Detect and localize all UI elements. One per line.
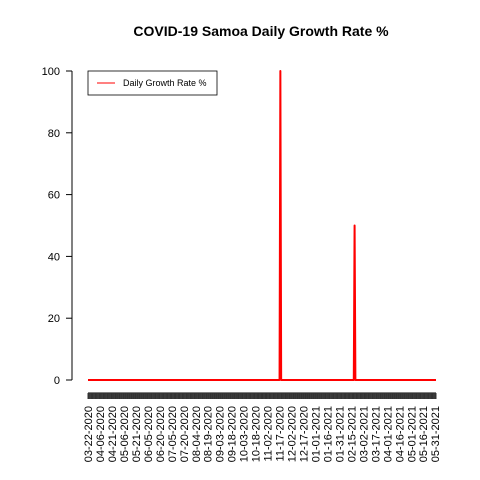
- legend-entry-label: Daily Growth Rate %: [123, 78, 207, 88]
- x-tick-label: 07-05-2020: [167, 406, 179, 462]
- x-tick-label: 05-31-2021: [430, 406, 442, 462]
- legend: Daily Growth Rate %: [87, 70, 218, 96]
- series-layer: [88, 70, 436, 381]
- x-tick-label: 04-21-2020: [107, 406, 119, 462]
- y-tick-label: 0: [54, 375, 60, 387]
- x-tick-label: 05-16-2021: [418, 406, 430, 462]
- x-tick-label: 08-04-2020: [191, 406, 203, 462]
- x-tick-label: 05-06-2020: [119, 406, 131, 462]
- x-tick-label: 04-16-2021: [394, 406, 406, 462]
- x-tick-label: 11-17-2020: [275, 406, 287, 461]
- y-tick-label: 60: [48, 190, 60, 202]
- x-tick-label: 07-20-2020: [179, 406, 191, 462]
- x-tick-label: 06-05-2020: [143, 406, 155, 462]
- x-tick-label: 09-03-2020: [215, 406, 227, 462]
- y-tick-label: 100: [42, 66, 60, 78]
- x-tick-label: 01-16-2021: [322, 406, 334, 462]
- x-tick-label: 10-03-2020: [239, 406, 251, 462]
- x-tick-label: 08-19-2020: [203, 406, 215, 462]
- x-tick-label: 04-01-2021: [382, 406, 394, 462]
- x-tick-label: 01-31-2021: [334, 406, 346, 462]
- y-axis: 0 20 40 60 80 100: [42, 66, 73, 387]
- x-tick-label: 03-22-2020: [83, 406, 95, 462]
- x-tick-label: 05-01-2021: [406, 406, 418, 462]
- x-tick-label: 12-17-2020: [299, 406, 311, 462]
- x-tick-label: 06-20-2020: [155, 406, 167, 462]
- x-tick-label: 11-02-2020: [263, 406, 275, 461]
- y-tick-label: 40: [48, 251, 60, 263]
- x-tick-label: 01-01-2021: [310, 406, 322, 462]
- x-tick-label: 02-15-2021: [346, 406, 358, 462]
- x-tick-label: 03-02-2021: [358, 406, 370, 462]
- y-tick-label: 80: [48, 128, 60, 140]
- x-tick-label: 03-17-2021: [370, 406, 382, 462]
- x-tick-label: 09-18-2020: [227, 406, 239, 462]
- x-tick-label: 05-21-2020: [131, 406, 143, 462]
- x-tick-band: [87, 393, 437, 399]
- chart-title: COVID-19 Samoa Daily Growth Rate %: [133, 23, 389, 39]
- x-tick-label: 10-18-2020: [251, 406, 263, 462]
- y-tick-label: 20: [48, 313, 60, 325]
- x-tick-label: 04-06-2020: [95, 406, 107, 462]
- x-axis: 03-22-2020 04-06-2020 04-21-2020 05-06-2020…: [83, 392, 442, 462]
- x-tick-label: 12-02-2020: [287, 406, 299, 462]
- series-line-0: [88, 70, 436, 381]
